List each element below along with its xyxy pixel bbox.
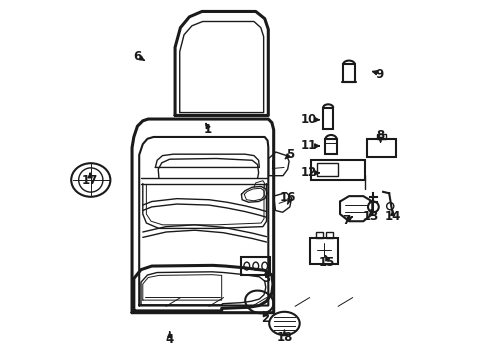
Bar	[325, 139, 337, 154]
Text: 7: 7	[342, 214, 350, 227]
Bar	[316, 232, 323, 238]
Text: 11: 11	[301, 139, 317, 152]
Text: 1: 1	[203, 123, 211, 136]
Text: 14: 14	[385, 210, 401, 223]
Text: 4: 4	[166, 333, 174, 346]
Text: 15: 15	[318, 256, 335, 269]
Text: 12: 12	[301, 166, 317, 179]
Text: 16: 16	[280, 191, 296, 204]
Text: 6: 6	[133, 50, 142, 63]
Bar	[317, 163, 338, 176]
Bar	[367, 139, 395, 157]
Text: 13: 13	[363, 210, 379, 223]
Text: 3: 3	[263, 272, 270, 285]
Bar	[326, 232, 333, 238]
Bar	[310, 238, 338, 264]
Text: 9: 9	[375, 68, 384, 81]
Text: 5: 5	[286, 148, 294, 161]
Text: 17: 17	[82, 174, 98, 186]
Bar	[242, 257, 270, 275]
Text: 18: 18	[276, 331, 293, 344]
Text: 10: 10	[301, 113, 317, 126]
Text: 2: 2	[261, 311, 269, 325]
Bar	[343, 64, 355, 82]
Bar	[323, 108, 333, 129]
Bar	[311, 160, 365, 180]
Bar	[377, 134, 386, 139]
Text: 8: 8	[376, 129, 385, 142]
